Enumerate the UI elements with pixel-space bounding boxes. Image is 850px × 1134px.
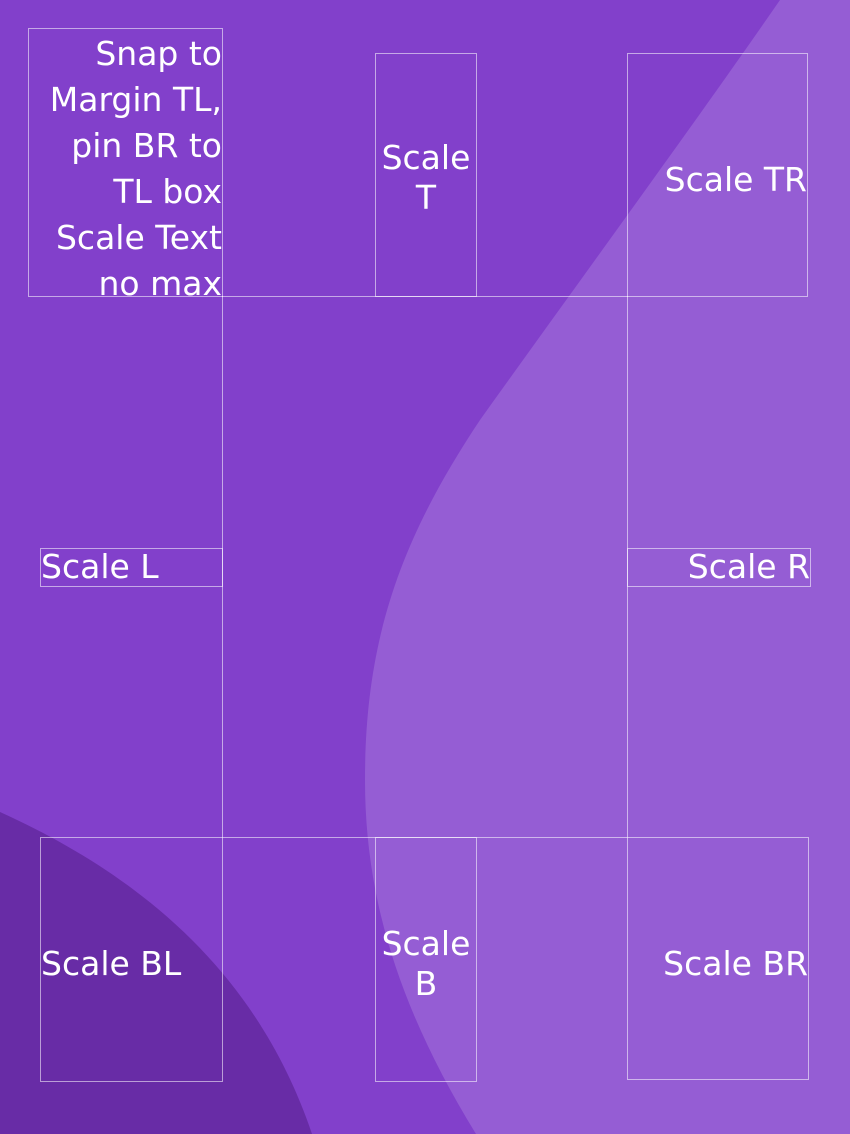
right-box: Scale R bbox=[627, 547, 811, 587]
top-right-box: Scale TR bbox=[627, 53, 808, 297]
bottom-right-label: Scale BR bbox=[663, 944, 808, 983]
left-label: Scale L bbox=[41, 547, 159, 586]
top-left-label-line: TL box bbox=[113, 172, 222, 211]
top-label: Scale T bbox=[376, 138, 476, 218]
dark-wave-shape bbox=[0, 812, 312, 1134]
bottom-left-label: Scale BL bbox=[41, 944, 182, 983]
bottom-left-box: Scale BL bbox=[40, 837, 223, 1082]
bottom-label-line: Scale bbox=[381, 924, 471, 963]
bottom-right-box: Scale BR bbox=[627, 837, 809, 1080]
top-left-label-line: Snap to bbox=[95, 34, 222, 73]
left-box: Scale L bbox=[40, 547, 223, 587]
top-left-label-line: Margin TL, bbox=[49, 80, 222, 119]
top-left-label: Snap to Margin TL, pin BR to TL box Scal… bbox=[27, 31, 222, 307]
top-label-line: T bbox=[415, 178, 437, 217]
right-label: Scale R bbox=[687, 547, 810, 586]
top-left-label-line: no max bbox=[98, 264, 223, 303]
bottom-label-line: B bbox=[414, 964, 438, 1003]
top-left-label-line: pin BR to bbox=[71, 126, 222, 165]
bottom-label: Scale B bbox=[376, 924, 476, 1004]
top-label-line: Scale bbox=[381, 138, 471, 177]
top-right-label: Scale TR bbox=[664, 160, 807, 199]
bottom-box: Scale B bbox=[375, 837, 477, 1082]
light-wave-shape bbox=[365, 0, 850, 1134]
top-left-label-line: Scale Text bbox=[55, 218, 222, 257]
top-box: Scale T bbox=[375, 53, 477, 297]
top-left-box: Snap to Margin TL, pin BR to TL box Scal… bbox=[28, 28, 223, 303]
